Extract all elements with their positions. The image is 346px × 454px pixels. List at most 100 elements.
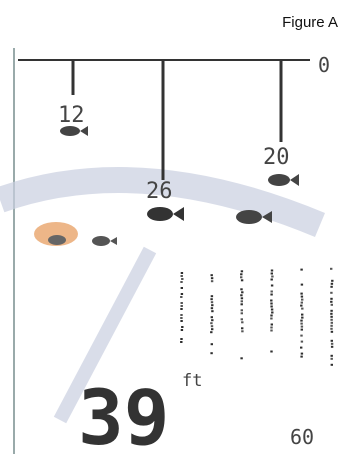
sonar-pixel <box>270 293 273 296</box>
sonar-pixel <box>211 310 214 313</box>
sonar-pixel <box>300 334 303 337</box>
sonar-pixel <box>210 274 213 277</box>
sonar-pixel <box>180 338 183 340</box>
sonar-pixel <box>271 311 274 314</box>
sonar-pixel <box>270 302 273 305</box>
sonar-pixel <box>180 305 183 307</box>
sonar-pixel <box>210 280 214 283</box>
sonar-pixel <box>240 312 243 315</box>
sonar-pixel <box>300 322 303 325</box>
sonar-pixel <box>270 305 273 308</box>
sonar-pixel <box>241 291 244 294</box>
sonar-pixel <box>180 272 184 274</box>
sonar-pixel <box>210 298 213 301</box>
sonar-pixel <box>241 327 244 330</box>
depth-readout: 39 <box>78 373 170 454</box>
sonar-pixel <box>180 329 184 331</box>
sonar-pixel <box>330 363 333 366</box>
fish-icon <box>147 207 184 221</box>
sonar-pixel <box>240 303 243 306</box>
sonar-pixel <box>330 321 333 324</box>
sonar-pixel <box>300 340 304 343</box>
fish-icon <box>268 174 299 186</box>
sonar-pixel <box>180 281 183 283</box>
sonar-pixel <box>180 275 183 277</box>
sonar-pixel <box>240 300 243 303</box>
highlight-marker <box>34 222 78 246</box>
fish-depth-label: 26 <box>146 179 173 204</box>
sonar-pixel <box>240 318 243 321</box>
sonar-pixel <box>330 282 334 285</box>
sonar-pixel <box>330 345 334 348</box>
sonar-pixel <box>330 291 333 294</box>
sonar-pixel <box>300 295 304 298</box>
sonar-pixel <box>210 301 214 304</box>
sonar-pixel <box>270 284 274 287</box>
sonar-pixel <box>270 326 273 329</box>
sonar-pixel <box>330 330 334 333</box>
sonar-pixel <box>270 272 273 275</box>
sonar-pixel <box>210 316 213 319</box>
sonar-pixel <box>210 277 214 280</box>
sonar-pixel <box>330 267 333 270</box>
sonar-pixel <box>330 309 333 312</box>
sonar-pixel <box>240 273 243 276</box>
sonar-pixel <box>180 296 183 298</box>
sonar-pixel <box>330 312 333 315</box>
sonar-pixel <box>240 294 243 297</box>
sonar-pixel <box>210 325 214 328</box>
sonar-pixel <box>240 288 243 291</box>
sonar-pixel <box>301 313 304 316</box>
sonar-pixel <box>300 355 303 358</box>
sonar-pixel <box>210 307 214 310</box>
sonar-pixel <box>300 352 304 355</box>
sonar-pixel <box>240 309 243 312</box>
sonar-pixel <box>211 319 214 322</box>
sonar-pixel <box>330 357 333 360</box>
sonar-pixel <box>300 319 303 322</box>
sonar-pixel <box>300 346 303 349</box>
sonar-pixel <box>330 315 333 318</box>
sonar-pixel <box>181 326 184 328</box>
sonar-pixel <box>300 268 303 271</box>
sonar-pixel <box>270 269 274 272</box>
sonar-pixel <box>270 314 273 317</box>
sonar-pixel <box>330 354 333 357</box>
sonar-pixel <box>240 357 243 360</box>
sonar-pixel <box>181 278 184 280</box>
fish-depth-label: 20 <box>263 145 290 170</box>
sonar-pixel <box>300 304 303 307</box>
sonar-pixel <box>300 325 304 328</box>
sonar-pixel <box>270 329 273 332</box>
fish-icon <box>60 126 88 136</box>
sonar-pixel <box>330 303 333 306</box>
fish-depth-label: 12 <box>58 103 85 128</box>
sonar-pixel <box>210 343 213 346</box>
sonar-pixel <box>330 300 333 303</box>
scale-top-label: 0 <box>318 53 330 77</box>
sonar-pixel <box>210 352 213 355</box>
sonar-pixel <box>211 304 214 307</box>
sonar-pixel <box>180 320 183 322</box>
sonar-pixel <box>240 276 243 279</box>
figure-caption: Figure A <box>282 14 338 31</box>
sonar-pixel <box>301 298 304 301</box>
sonar-pixel <box>270 350 273 353</box>
sonar-pixel <box>330 342 334 345</box>
sonar-pixel <box>330 339 333 342</box>
sonar-pixel <box>270 290 273 293</box>
sonar-pixel <box>301 316 304 319</box>
sonar-pixel <box>330 297 333 300</box>
sonar-pixel <box>270 317 273 320</box>
sonar-pixel <box>180 302 183 304</box>
sonar-pixel <box>210 322 213 325</box>
sonar-pixel <box>271 275 274 278</box>
sonar-pixel <box>240 279 244 282</box>
sonar-pixel <box>330 285 333 288</box>
sonar-pixel <box>331 279 334 282</box>
sonar-pixel <box>330 318 333 321</box>
scale-bottom-label: 60 <box>290 425 314 449</box>
sonar-pixel <box>270 308 274 311</box>
sonar-pixel <box>330 324 333 327</box>
